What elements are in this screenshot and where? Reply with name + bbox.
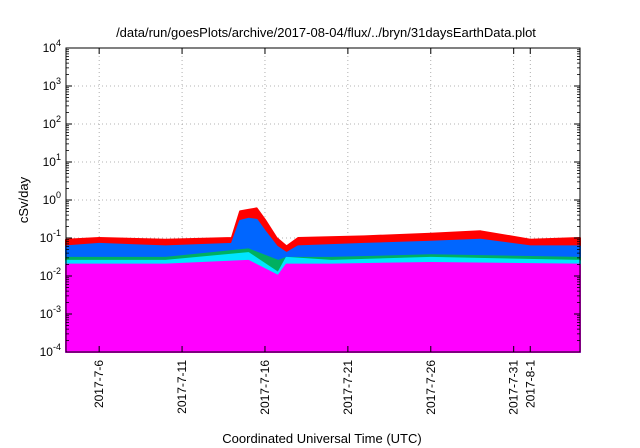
y-tick-label: 104 [43, 38, 61, 55]
y-tick-label: 101 [43, 152, 61, 169]
y-tick-label-base: 10 [43, 193, 57, 207]
chart-title: /data/run/goesPlots/archive/2017-08-04/f… [116, 25, 536, 40]
y-tick-label-base: 10 [40, 231, 54, 245]
y-tick-label-base: 10 [43, 41, 57, 55]
x-ticks: 2017-7-6 2017-7-11 2017-7-16 2017-7-21 2017-… [92, 48, 537, 415]
y-tick-label: 10-1 [40, 228, 61, 245]
y-tick-label-exponent: 0 [56, 190, 61, 200]
y-tick-label-exponent: -1 [53, 228, 61, 238]
x-tick-label: 2017-7-26 [424, 360, 438, 415]
y-axis-label: cSv/day [16, 176, 31, 223]
y-tick-label: 10-2 [40, 266, 61, 283]
y-tick-label-base: 10 [40, 269, 54, 283]
y-tick-label-exponent: 1 [56, 152, 61, 162]
y-tick-label-base: 10 [43, 155, 57, 169]
y-tick-label-exponent: -2 [53, 266, 61, 276]
data-marks [65, 207, 581, 353]
y-tick-label-base: 10 [40, 307, 54, 321]
y-tick-label-base: 10 [40, 345, 54, 359]
y-tick-label: 10-4 [40, 342, 61, 359]
x-tick-label: 2017-7-11 [175, 360, 189, 414]
x-tick-label: 2017-7-6 [92, 360, 106, 408]
y-tick-label: 102 [43, 114, 61, 131]
x-tick-label: 2017-7-16 [258, 360, 272, 415]
y-tick-label-exponent: 4 [56, 38, 61, 48]
y-tick-label-base: 10 [43, 117, 57, 131]
y-tick-label-exponent: 3 [56, 76, 61, 86]
y-tick-label-exponent: -3 [53, 304, 61, 314]
y-tick-label-exponent: 2 [56, 114, 61, 124]
x-tick-label: 2017-7-31 [507, 360, 521, 415]
x-tick-label: 2017-7-21 [341, 360, 355, 415]
y-tick-label: 10-3 [40, 304, 61, 321]
y-tick-label: 100 [43, 190, 61, 207]
y-tick-label-base: 10 [43, 79, 57, 93]
series-5-area [65, 259, 581, 353]
y-tick-label-exponent: -4 [53, 342, 61, 352]
x-tick-label: 2017-8-1 [523, 360, 537, 408]
x-axis-label: Coordinated Universal Time (UTC) [222, 431, 421, 446]
y-tick-label: 103 [43, 76, 61, 93]
